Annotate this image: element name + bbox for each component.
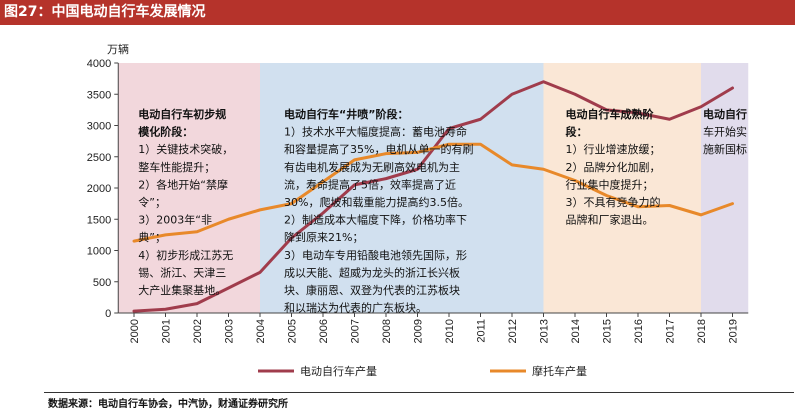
x-tick-label: 2017 <box>665 319 677 343</box>
y-tick-label: 4000 <box>87 58 111 70</box>
y-tick-label: 3500 <box>87 89 111 101</box>
x-tick-label: 2002 <box>192 319 204 343</box>
phase-note-line: 3）电动车专用铅酸电池领先国际，形 <box>284 248 467 262</box>
y-tick-label: 3000 <box>87 121 111 133</box>
phase-band <box>260 63 544 313</box>
phase-note-line: 2）各地开始“禁摩 <box>138 177 228 191</box>
phase-note-line: 4）初步形成江苏无 <box>138 248 233 262</box>
x-tick-label: 2003 <box>224 319 236 343</box>
phase-note-line: 和容量提高了35%，电机从单一的有刷 <box>284 142 473 156</box>
x-tick-label: 2001 <box>161 319 173 343</box>
phase-note-line: 车开始实 <box>703 125 747 139</box>
x-tick-label: 2010 <box>444 319 456 343</box>
legend-label: 电动自行车产量 <box>300 364 377 378</box>
phase-note-line: 锡、浙江、天津三 <box>138 265 226 279</box>
x-tick-label: 2004 <box>255 319 267 343</box>
phase-note-line: 成以天能、超威为龙头的浙江长兴板 <box>284 265 460 279</box>
x-tick-label: 2012 <box>507 319 519 343</box>
x-tick-label: 2007 <box>350 319 362 343</box>
source-divider <box>44 392 794 393</box>
phase-note-line: 电动自行车初步规 <box>138 107 226 121</box>
phase-note-line: 电动自行 <box>703 107 747 121</box>
x-tick-label: 2015 <box>602 319 614 343</box>
source-note: 数据来源：电动自行车协会，中汽协，财通证券研究所 <box>48 399 288 410</box>
x-tick-label: 2005 <box>287 319 299 343</box>
phase-note-line: 令”； <box>138 195 166 209</box>
phase-note-line: 1）关键技术突破， <box>138 142 233 156</box>
x-tick-label: 2016 <box>633 319 645 343</box>
phase-note-line: 模化阶段： <box>138 125 193 139</box>
phase-note-line: 和以瑞达为代表的广东板块。 <box>284 301 427 315</box>
y-tick-label: 1500 <box>87 214 111 226</box>
y-unit-label: 万辆 <box>107 42 129 56</box>
phase-note-line: 品牌和厂家退出。 <box>566 213 654 227</box>
phase-note-line: 电动自行车“井喷”阶段： <box>284 107 408 121</box>
x-tick-label: 2006 <box>318 319 330 343</box>
phase-band <box>701 63 749 313</box>
phase-note-line: 30%，爬坡和载重能力提高约3.5倍。 <box>284 195 469 209</box>
legend-label: 摩托车产量 <box>532 364 587 378</box>
phase-note-line: 降到原来21%； <box>284 230 363 244</box>
phase-note-line: 流，寿命提高了5倍，效率提高了近 <box>284 177 456 191</box>
phase-note-line: 段： <box>566 125 588 139</box>
x-tick-label: 2019 <box>728 319 740 343</box>
phase-note-line: 大产业集聚基地。 <box>138 283 226 297</box>
y-tick-label: 500 <box>93 277 111 289</box>
phase-band <box>118 63 260 313</box>
phase-note-line: 3）不具有竞争力的 <box>566 195 661 209</box>
phase-note-line: 有齿电机发展成为无刷高效电机为主 <box>284 160 460 174</box>
phase-note-line: 行业集中度提升； <box>566 177 654 191</box>
x-tick-label: 2011 <box>476 319 488 343</box>
phase-note-line: 整车性能提升； <box>138 160 215 174</box>
y-tick-label: 2500 <box>87 152 111 164</box>
y-tick-label: 0 <box>105 308 111 320</box>
y-tick-label: 1000 <box>87 246 111 258</box>
phase-note-line: 3）2003年“非 <box>138 213 212 227</box>
phase-note-line: 2）制造成本大幅度下降，价格功率下 <box>284 213 467 227</box>
phase-note-line: 2）品牌分化加剧， <box>566 160 661 174</box>
chart-title: 图27：中国电动自行车发展情况 <box>0 0 795 25</box>
phase-note-line: 1）行业增速放缓； <box>566 142 661 156</box>
x-tick-label: 2009 <box>413 319 425 343</box>
x-tick-label: 2000 <box>129 319 141 343</box>
phase-note-line: 电动自行车成熟阶 <box>566 107 655 121</box>
phase-note-line: 1）技术水平大幅度提高：蓄电池寿命 <box>284 125 467 139</box>
phase-note-line: 块、康丽恩、双登为代表的江苏板块 <box>284 283 460 297</box>
y-tick-label: 2000 <box>87 183 111 195</box>
x-tick-label: 2014 <box>570 319 582 343</box>
phase-note-line: 典”； <box>138 230 166 244</box>
phase-band <box>543 63 701 313</box>
x-tick-label: 2018 <box>696 319 708 343</box>
phase-note-line: 施新国标 <box>703 142 747 156</box>
x-tick-label: 2013 <box>539 319 551 343</box>
series-line <box>132 142 734 243</box>
x-tick-label: 2008 <box>381 319 393 343</box>
